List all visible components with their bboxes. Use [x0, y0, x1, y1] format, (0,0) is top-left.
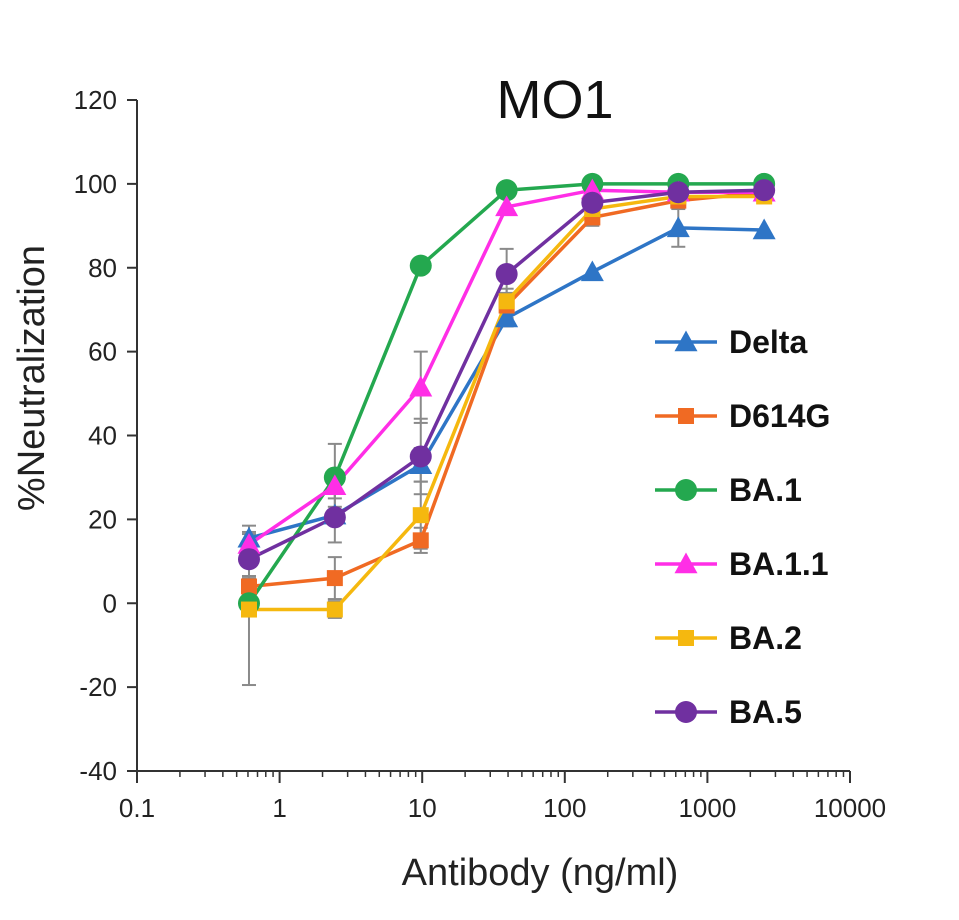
y-tick-label: 120	[74, 85, 117, 115]
data-point-ba-2	[326, 601, 343, 618]
legend-label-ba-1-1: BA.1.1	[729, 546, 829, 582]
data-point-delta	[495, 306, 519, 328]
y-tick-label: 60	[88, 337, 117, 367]
data-point-ba-1-1	[323, 474, 347, 496]
x-axis-title: Antibody (ng/ml)	[402, 852, 679, 894]
x-tick-label: 10	[408, 793, 437, 823]
legend-label-ba-1: BA.1	[729, 472, 802, 508]
data-point-ba-5	[237, 548, 260, 571]
data-point-ba-1	[495, 179, 518, 202]
data-point-ba-5	[581, 191, 604, 214]
x-tick-label: 1000	[678, 793, 736, 823]
data-point-ba-1-1	[409, 375, 433, 397]
x-tick-label: 10000	[814, 793, 886, 823]
legend-marker-ba-1	[675, 479, 697, 501]
legend-label-d614g: D614G	[729, 398, 830, 434]
legend: Delta D614G BA.1 BA.1.1 BA.2 BA.5	[655, 324, 830, 730]
legend-marker-ba-2	[678, 630, 694, 646]
y-axis-title: %Neutralization	[11, 245, 53, 511]
series-line-ba-1	[247, 182, 765, 605]
data-point-ba-5	[753, 179, 776, 202]
data-point-ba-5	[495, 263, 518, 286]
data-point-delta	[666, 216, 690, 238]
series-line-ba-5	[248, 188, 765, 561]
data-point-ba-1	[409, 254, 432, 277]
axes: -40 -20 0 20 40 60 80 100 120 0.1 1 10 100 1000 10000	[74, 85, 887, 823]
data-point-d614g	[240, 578, 257, 595]
y-tick-label: -20	[79, 672, 117, 702]
legend-marker-delta	[674, 330, 698, 352]
legend-marker-ba-1-1	[674, 552, 698, 574]
data-point-d614g	[326, 570, 343, 587]
data-point-ba-5	[323, 506, 346, 529]
data-point-ba-2	[412, 507, 429, 524]
data-point-ba-2	[240, 601, 257, 618]
legend-label-ba-5: BA.5	[729, 694, 802, 730]
y-tick-label: 0	[103, 588, 117, 618]
y-tick-label: 100	[74, 169, 117, 199]
data-point-ba-5	[667, 181, 690, 204]
x-tick-label: 0.1	[119, 793, 155, 823]
series-markers	[237, 172, 776, 618]
data-point-d614g	[412, 532, 429, 549]
data-point-ba-1-1	[237, 533, 261, 554]
data-point-delta	[752, 218, 776, 240]
y-tick-label: -40	[79, 756, 117, 786]
x-tick-label: 1	[272, 793, 286, 823]
y-tick-label: 20	[88, 504, 117, 534]
legend-label-ba-2: BA.2	[729, 620, 802, 656]
legend-label-delta: Delta	[729, 324, 807, 360]
data-point-ba-2	[498, 293, 515, 310]
data-point-delta	[580, 260, 604, 282]
chart-title: MO1	[496, 70, 613, 130]
y-tick-label: 80	[88, 253, 117, 283]
y-tick-label: 40	[88, 421, 117, 451]
x-tick-label: 100	[543, 793, 586, 823]
series-lines	[247, 182, 765, 612]
data-point-ba-5	[409, 445, 432, 468]
legend-marker-ba-5	[675, 701, 697, 723]
error-bars	[241, 193, 686, 687]
data-point-ba-1-1	[495, 195, 519, 217]
legend-marker-d614g	[678, 408, 694, 424]
